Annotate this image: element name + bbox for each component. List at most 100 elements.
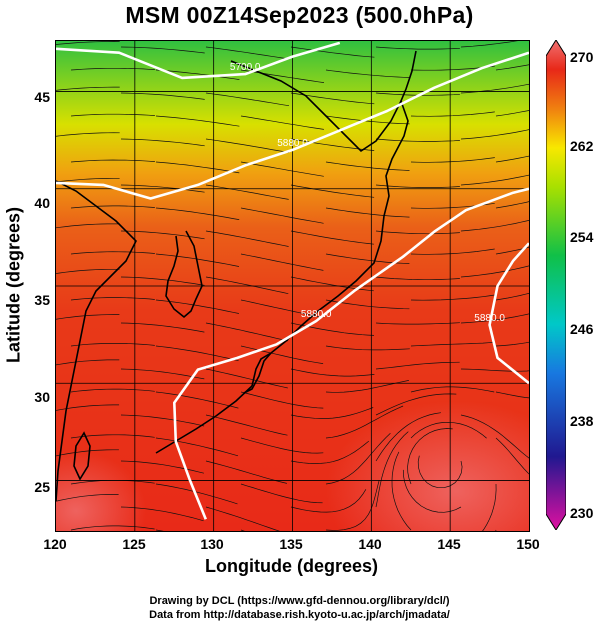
streamline [325, 207, 410, 218]
x-tick-label: 150 [516, 536, 540, 552]
streamline [375, 46, 460, 50]
streamline [290, 138, 375, 151]
streamline [205, 92, 290, 107]
y-axis-label: Latitude (degrees) [3, 206, 24, 364]
contour-label: 5700.0 [230, 62, 261, 73]
streamline [155, 161, 240, 174]
streamline [155, 115, 240, 127]
streamline [70, 297, 155, 301]
y-tick-label: 45 [34, 89, 50, 105]
streamline [375, 138, 460, 142]
streamline [205, 138, 289, 153]
streamline [56, 41, 120, 45]
map-title: MSM 00Z14Sep2023 (500.0hPa) [125, 2, 474, 28]
streamline [325, 115, 410, 125]
streamline [375, 412, 441, 462]
streamline [325, 161, 410, 171]
streamline [155, 345, 239, 362]
y-tick-label: 35 [34, 292, 50, 308]
streamline [460, 313, 529, 324]
streamline [56, 132, 120, 137]
footer-credit-data: Data from http://database.rish.kyoto-u.a… [149, 609, 450, 621]
streamline [240, 483, 323, 504]
coastline-kyushu [243, 352, 272, 394]
streamline [495, 391, 529, 399]
colorbar-tick-label: 254 [570, 229, 594, 245]
colorbar-tick-label: 262 [570, 138, 594, 154]
colorbar-tick-label: 230 [570, 505, 594, 521]
streamline [410, 111, 495, 117]
streamline [460, 174, 529, 186]
streamline [495, 201, 529, 209]
streamline [290, 440, 370, 464]
streamline [205, 46, 290, 60]
streamline [155, 253, 240, 267]
colorbar-tick-label: 238 [570, 413, 594, 429]
contour-label: 5880.0 [474, 313, 505, 324]
streamline [482, 483, 497, 531]
streamline [495, 110, 529, 117]
streamline [240, 161, 324, 177]
streamline [205, 368, 288, 389]
colorbar-tick-label: 270 [570, 49, 594, 65]
streamline [410, 342, 495, 347]
streamline [495, 155, 529, 163]
footer-credit-drawing: Drawing by DCL (https://www.gfd-dennou.o… [149, 595, 450, 607]
streamline [325, 405, 404, 439]
streamline [56, 404, 120, 411]
y-tick-label: 25 [34, 479, 50, 495]
height-contour-line [488, 242, 529, 385]
streamline [410, 157, 495, 163]
height-contour-line [56, 51, 529, 200]
height-contours: 5880.0 5880.0 5880.0 5700.0 [56, 41, 529, 520]
streamline [495, 437, 529, 475]
coastline-china [56, 180, 137, 502]
streamline [70, 67, 155, 71]
streamline [155, 437, 239, 457]
streamline [155, 391, 239, 409]
height-contour-line [173, 187, 529, 520]
streamline [56, 449, 119, 457]
contour-label: 5880.0 [277, 138, 308, 149]
warm-area-southeast [326, 401, 529, 531]
streamline [56, 177, 120, 183]
streamline [240, 69, 325, 83]
streamline [70, 113, 155, 117]
streamline [290, 184, 375, 198]
contour-label: 5880.0 [301, 309, 332, 320]
colorbar-tick-label: 246 [570, 321, 594, 337]
streamline [375, 361, 460, 370]
streamline [375, 431, 409, 508]
streamline [460, 368, 529, 372]
streamline [495, 64, 529, 71]
streamline [56, 223, 120, 229]
streamline [290, 276, 374, 292]
map-plot-area: 5880.0 5880.0 5880.0 5700.0 [55, 40, 530, 532]
streamline [205, 322, 289, 342]
streamline [205, 460, 287, 484]
warm-area-southwest [56, 451, 146, 531]
streamline [290, 46, 375, 58]
wind-streamlines [56, 41, 529, 531]
streamline [460, 129, 529, 140]
streamline [375, 322, 460, 325]
colorbar [545, 39, 567, 531]
streamline [402, 469, 462, 513]
streamline [495, 292, 529, 301]
streamline [391, 451, 412, 531]
streamline [240, 345, 324, 364]
streamline [56, 86, 120, 91]
streamline [410, 421, 487, 439]
streamline [460, 41, 518, 48]
streamline [325, 69, 410, 78]
streamline [410, 294, 495, 301]
coastline-ryukyu [155, 385, 253, 454]
streamline [56, 494, 119, 502]
x-tick-label: 125 [122, 536, 146, 552]
streamline [325, 345, 410, 351]
streamline [290, 230, 374, 245]
streamline [410, 386, 495, 393]
streamline [375, 393, 457, 416]
coastline-taiwan [73, 431, 91, 481]
streamline [56, 268, 120, 274]
